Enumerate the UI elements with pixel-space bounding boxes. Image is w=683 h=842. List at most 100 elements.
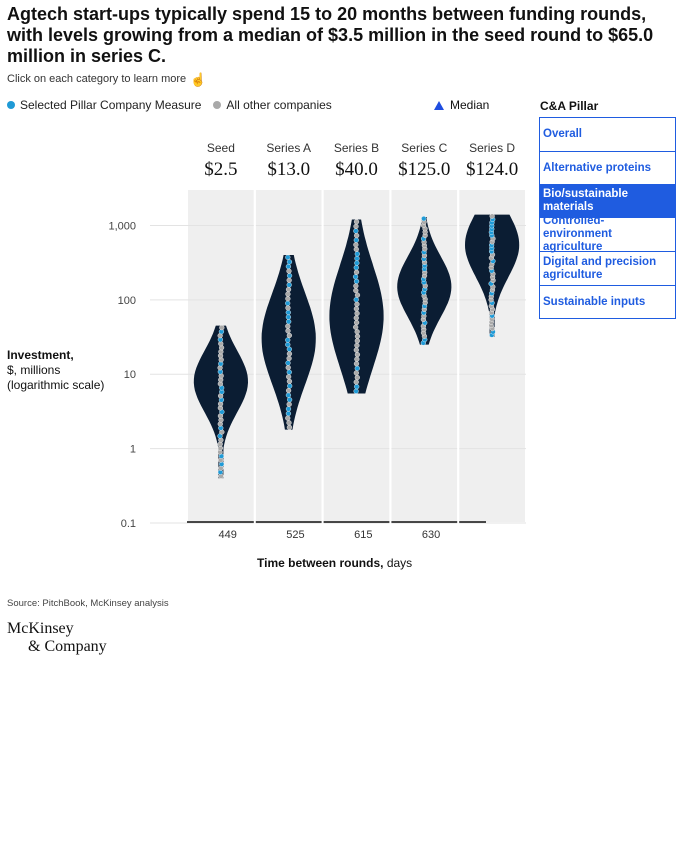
category-median-value: $40.0: [335, 159, 378, 180]
gap-days-label: 449: [219, 529, 237, 541]
pillar-item-sustainable-inputs[interactable]: Sustainable inputs: [540, 286, 675, 318]
pillar-item-overall[interactable]: Overall: [540, 118, 675, 152]
pillar-item-label: Sustainable inputs: [543, 295, 646, 308]
other-company-dot: [286, 355, 292, 362]
pillar-item-bio-sustainable-materials[interactable]: Bio/sustainable materials: [540, 185, 675, 218]
blue-dot-icon: [7, 101, 15, 109]
other-company-dot: [285, 296, 291, 302]
y-axis-title-scale: (logarithmic scale): [7, 378, 105, 392]
other-company-dot: [354, 352, 361, 358]
category-median-value: $124.0: [466, 159, 518, 180]
other-company-dot: [353, 315, 359, 321]
other-company-dot: [354, 232, 360, 239]
other-company-dot: [286, 401, 292, 407]
selected-company-dot: [286, 259, 293, 265]
y-tick-label: 10: [124, 369, 136, 381]
other-company-dot: [354, 333, 361, 339]
category-name: Series A: [266, 141, 311, 155]
selected-company-dot: [352, 274, 359, 280]
other-company-dot: [286, 268, 292, 274]
x-axis-title-unit: days: [386, 556, 413, 570]
pillar-item-label: Controlled-environment agriculture: [543, 215, 613, 253]
y-axis-title-unit: $, millions: [7, 363, 61, 377]
other-company-dot: [354, 356, 360, 362]
logo-line-2: & Company: [28, 638, 107, 655]
subtitle-text: Click on each category to learn more: [7, 73, 187, 85]
pillar-item-digital-precision-agriculture[interactable]: Digital and precision agriculture: [540, 252, 675, 286]
other-company-dot: [285, 286, 292, 293]
selected-company-dot: [285, 300, 291, 306]
other-company-dot: [286, 378, 293, 384]
legend-item-others: All other companies: [213, 98, 332, 112]
other-company-dot: [353, 269, 360, 275]
gray-dot-icon: [213, 101, 222, 109]
other-company-dot: [285, 305, 291, 311]
selected-company-dot: [285, 263, 292, 270]
source-note: Source: PitchBook, McKinsey analysis: [7, 598, 169, 609]
selected-company-dot: [285, 314, 292, 320]
category-name: Series B: [334, 141, 379, 155]
violin-chart: 0.1 1 10 100 1,000 Seed $2.5 Series A $13.0 Serie…: [108, 141, 526, 541]
selected-company-dot: [285, 360, 291, 366]
other-company-dot: [285, 387, 292, 394]
pointer-hand-icon: ☝: [190, 72, 207, 87]
selected-company-dot: [285, 406, 292, 412]
category-median-value: $125.0: [398, 159, 450, 180]
selected-company-dot: [353, 388, 359, 394]
other-company-dot: [353, 306, 359, 312]
pillar-heading: C&A Pillar: [540, 99, 599, 113]
y-axis-title: Investment, $, millions (logarithmic sca…: [7, 348, 104, 393]
selected-company-dot: [285, 342, 291, 348]
pillar-item-alternative-proteins[interactable]: Alternative proteins: [540, 152, 675, 185]
other-company-dot: [353, 287, 359, 294]
other-company-dot: [354, 301, 360, 307]
other-company-dot: [354, 374, 360, 381]
y-tick-label: 1: [130, 444, 136, 456]
other-company-dot: [354, 338, 360, 344]
selected-company-dot: [287, 383, 293, 389]
pillar-item-label: Digital and precision agriculture: [543, 255, 657, 281]
selected-company-dot: [285, 254, 291, 260]
selected-company-dot: [286, 273, 293, 279]
pillar-item-controlled-environment-agriculture[interactable]: Controlled-environment agriculture: [540, 215, 675, 253]
y-axis-title-main: Investment,: [7, 348, 74, 362]
gap-days-label: 630: [422, 529, 440, 541]
legend-others-label: All other companies: [226, 98, 332, 112]
y-tick-label: 100: [118, 295, 136, 307]
pillar-item-label: Alternative proteins: [543, 161, 651, 174]
chart-title: Agtech start-ups typically spend 15 to 2…: [7, 4, 654, 66]
legend: Selected Pillar Company Measure All othe…: [7, 98, 344, 112]
other-company-dot: [353, 246, 359, 252]
selected-company-dot: [286, 369, 292, 375]
selected-company-dot: [353, 237, 359, 243]
legend-item-selected: Selected Pillar Company Measure: [7, 98, 201, 112]
selected-company-dot: [354, 255, 360, 262]
other-company-dot: [285, 323, 291, 329]
x-axis-title-main: Time between rounds,: [257, 556, 384, 570]
other-company-dot: [286, 351, 293, 357]
legend-median-label: Median: [450, 98, 490, 112]
median-triangle-icon: [434, 100, 444, 110]
selected-company-dot: [354, 365, 360, 371]
other-company-dot: [353, 219, 360, 225]
other-company-dot: [489, 213, 495, 219]
selected-company-dot: [353, 278, 360, 284]
other-company-dot: [353, 223, 359, 230]
other-company-dot: [353, 370, 359, 376]
category-name: Seed: [207, 141, 235, 155]
selected-company-dot: [353, 228, 359, 234]
other-company-dot: [285, 415, 291, 421]
gap-days-label: 525: [286, 529, 304, 541]
other-company-dot: [354, 319, 360, 326]
other-company-dot: [353, 283, 359, 289]
other-company-dot: [286, 374, 292, 380]
other-company-dot: [353, 242, 359, 248]
pillar-item-label: Bio/sustainable materials: [543, 188, 628, 213]
y-tick-label: 1,000: [108, 220, 136, 232]
selected-company-dot: [354, 384, 360, 390]
selected-company-dot: [354, 260, 360, 266]
selected-company-dot: [286, 319, 292, 325]
other-company-dot: [354, 342, 360, 349]
selected-company-dot: [285, 392, 292, 398]
category-median-value: $13.0: [267, 159, 310, 180]
